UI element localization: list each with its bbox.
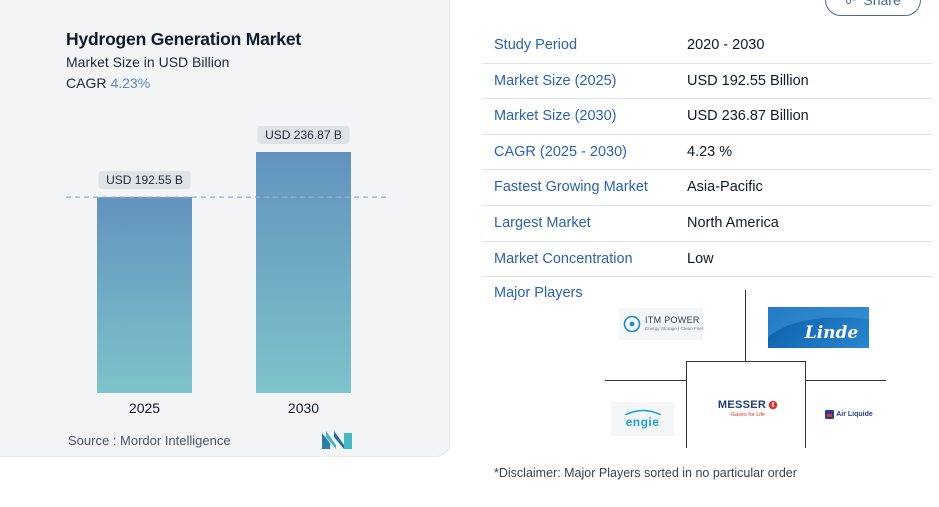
bar-2025: [97, 197, 192, 393]
info-row-fastest-growing: Fastest Growing Market Asia-Pacific: [482, 170, 932, 206]
itm-power-logo: ITM POWER Energy Storage | Clean Fuel: [619, 308, 703, 340]
cagr-line: CAGR 4.23%: [66, 75, 150, 91]
divider: [686, 361, 806, 362]
cagr-label: CAGR: [66, 75, 107, 91]
air-liquide-logo: Air Liquide: [822, 406, 876, 422]
air-liquide-icon: [825, 409, 835, 419]
info-key: Largest Market: [494, 214, 591, 231]
linde-wave-icon: [768, 307, 869, 337]
linde-logo: Linde: [768, 307, 869, 348]
info-value: North America: [687, 214, 779, 231]
messer-tagline: Gases for Life: [730, 411, 766, 418]
messer-flame-icon: [768, 400, 778, 409]
info-row-study-period: Study Period 2020 - 2030: [482, 28, 932, 64]
info-row-cagr: CAGR (2025 - 2030) 4.23 %: [482, 135, 932, 171]
x-tick-label: 2030: [288, 400, 319, 416]
divider: [745, 290, 746, 362]
info-value: Asia-Pacific: [687, 179, 763, 196]
messer-name: MESSER: [717, 398, 767, 411]
data-label-bg: [257, 126, 350, 144]
share-icon: ☍: [845, 0, 858, 7]
info-key: Market Concentration: [494, 250, 633, 267]
info-key: CAGR (2025 - 2030): [494, 143, 627, 160]
info-value: Low: [687, 250, 714, 267]
major-players-label: Major Players: [494, 285, 583, 301]
share-label: Share: [863, 0, 901, 8]
market-info-table: Study Period 2020 - 2030 Market Size (20…: [482, 28, 932, 278]
chart-subtitle: Market Size in USD Billion: [66, 54, 230, 70]
info-value: 2020 - 2030: [687, 37, 765, 53]
info-row-market-size-2025: Market Size (2025) USD 192.55 Billion: [482, 64, 932, 100]
divider: [605, 380, 687, 381]
info-value: USD 192.55 Billion: [687, 72, 809, 89]
engie-arc-icon: [624, 409, 661, 415]
data-label-bg: [98, 171, 191, 190]
air-liquide-name: Air Liquide: [836, 410, 873, 418]
divider: [805, 361, 806, 448]
info-key: Study Period: [494, 37, 578, 53]
bar-chart: USD 192.55 B 2025 USD 236.87 B 2030: [66, 126, 386, 416]
linde-name: Linde: [804, 322, 859, 343]
messer-logo: MESSER Gases for Life: [708, 393, 788, 423]
info-value: USD 236.87 Billion: [687, 108, 809, 125]
disclaimer-text: *Disclaimer: Major Players sorted in no …: [494, 466, 797, 480]
x-tick-label: 2025: [129, 400, 160, 416]
info-key: Market Size (2030): [494, 108, 617, 125]
divider: [805, 380, 886, 381]
major-players-grid: ITM POWER Energy Storage | Clean Fuel Li…: [600, 288, 890, 448]
itm-power-name: ITM POWER: [645, 315, 700, 326]
source-text: Source : Mordor Intelligence: [68, 433, 231, 448]
chart-card: [0, 0, 450, 457]
info-key: Fastest Growing Market: [494, 179, 648, 196]
info-row-market-concentration: Market Concentration Low: [482, 242, 932, 278]
bar-2030: [256, 152, 351, 393]
itm-power-icon: [623, 315, 641, 333]
data-label: USD 236.87 B: [265, 128, 342, 142]
engie-name: ENGIE: [625, 415, 660, 429]
mordor-logo-icon: [322, 431, 352, 449]
divider: [686, 361, 687, 448]
cagr-value: 4.23%: [110, 75, 151, 91]
info-key: Market Size (2025): [494, 72, 617, 89]
info-row-largest-market: Largest Market North America: [482, 206, 932, 242]
chart-title: Hydrogen Generation Market: [66, 29, 301, 49]
info-value: 4.23 %: [687, 143, 733, 160]
share-button[interactable]: ☍ Share: [825, 0, 921, 16]
engie-logo: ENGIE: [611, 402, 674, 436]
data-label: USD 192.55 B: [106, 173, 183, 187]
info-row-market-size-2030: Market Size (2030) USD 236.87 Billion: [482, 99, 932, 135]
itm-power-tagline: Energy Storage | Clean Fuel: [645, 326, 703, 332]
